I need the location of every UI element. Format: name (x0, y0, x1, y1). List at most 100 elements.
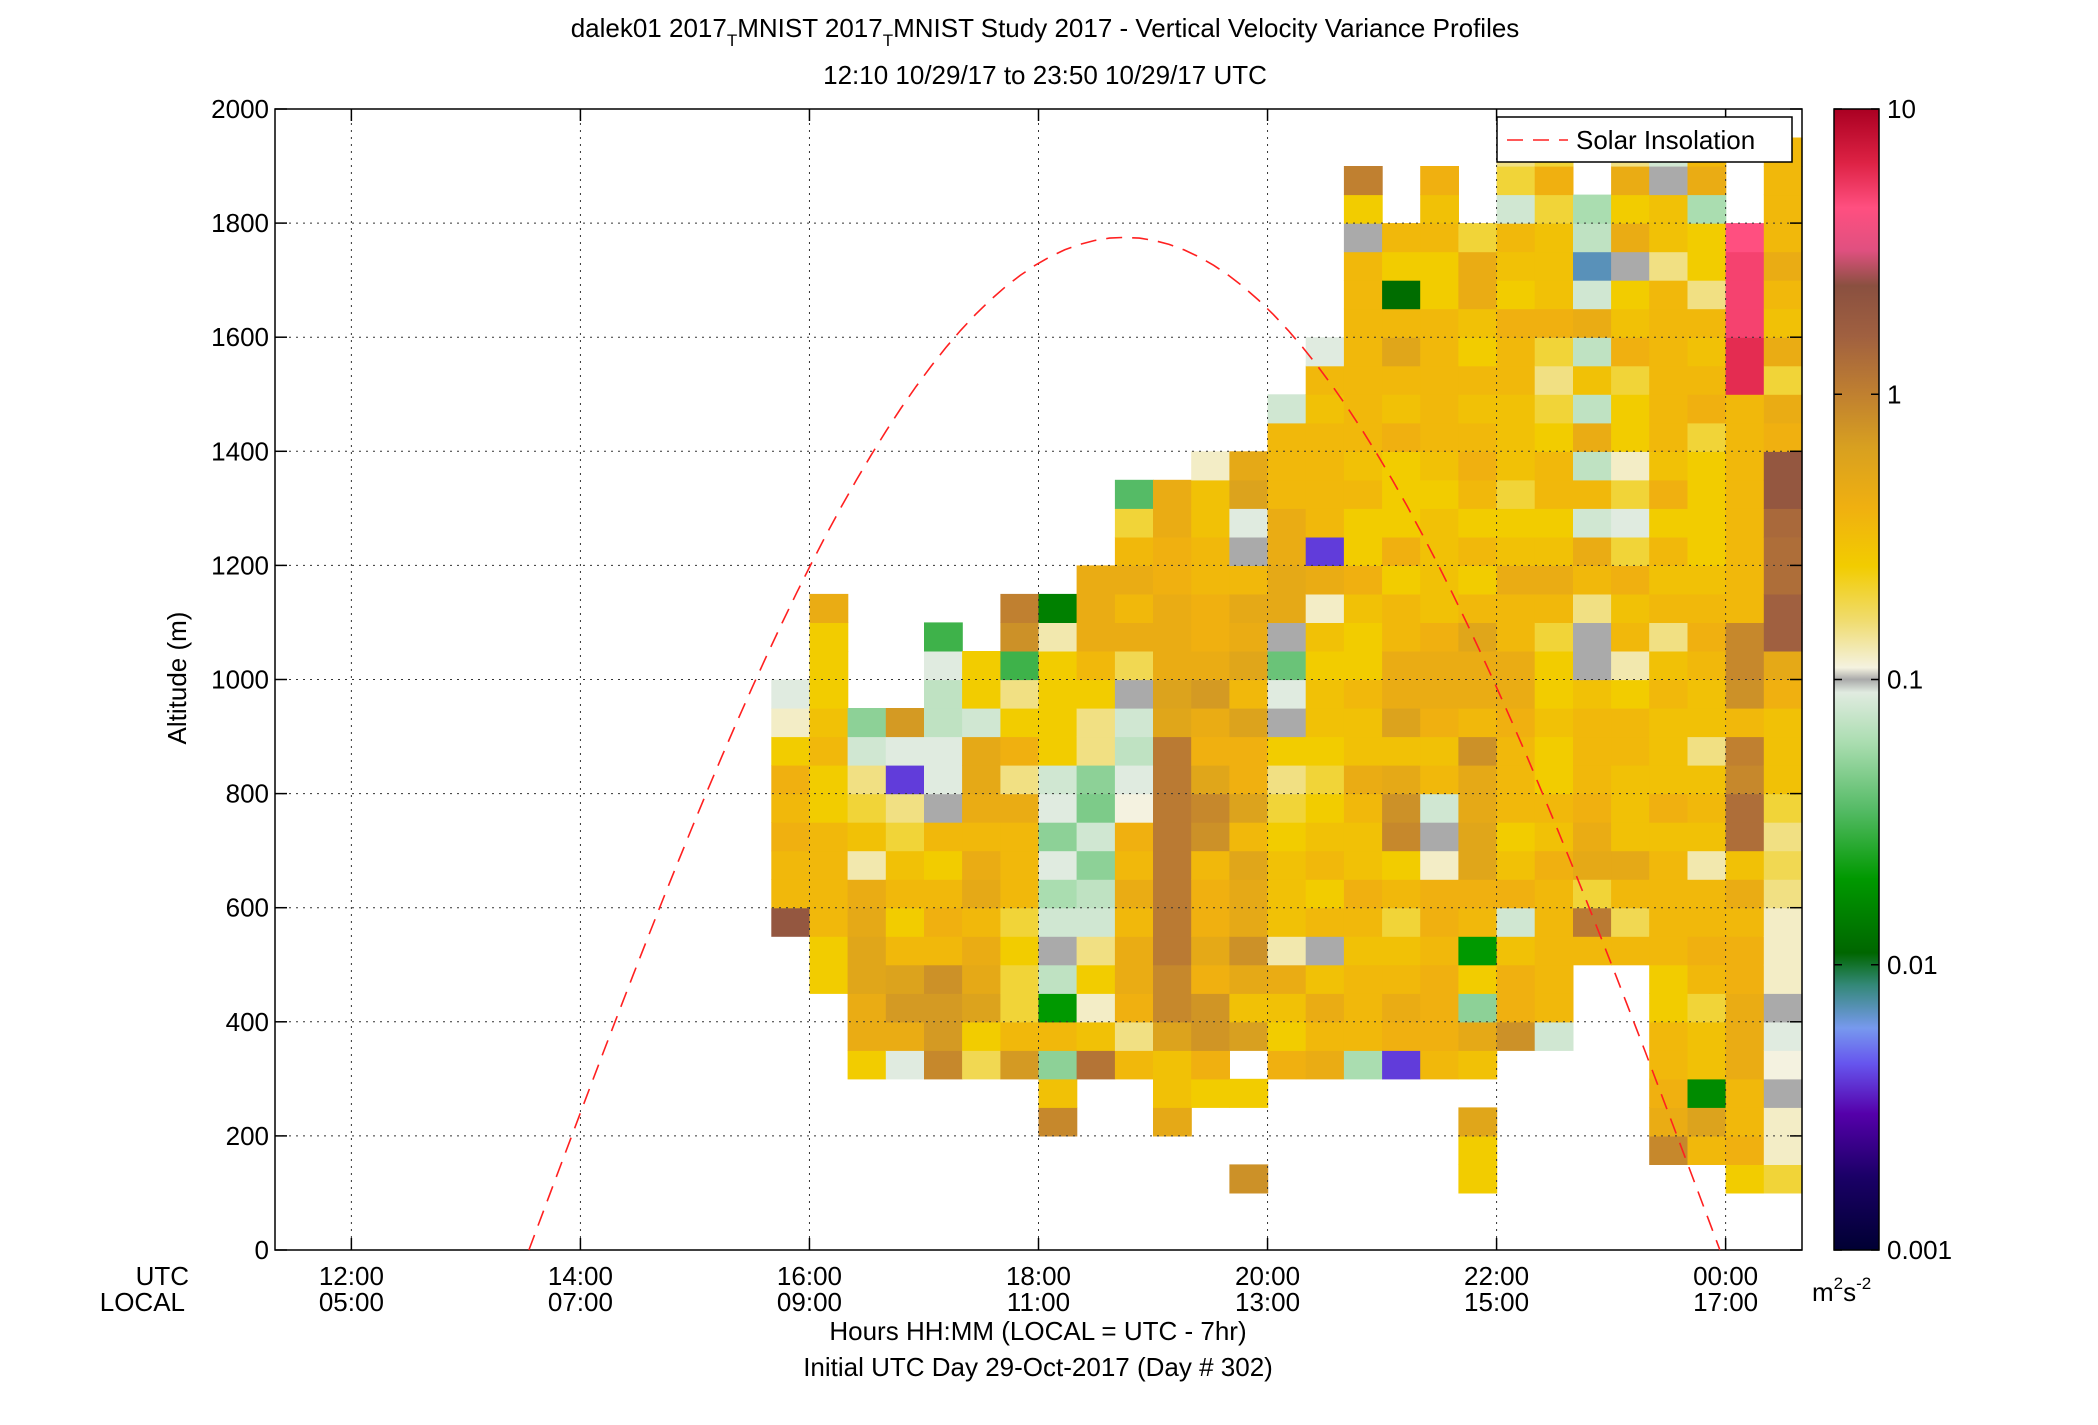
heatmap-cell (1725, 223, 1765, 253)
y-tick-label: 1400 (211, 436, 269, 466)
heatmap-cell (1343, 365, 1383, 395)
heatmap-cell (1305, 822, 1345, 852)
heatmap-cell (885, 1050, 925, 1080)
heatmap-cell (1496, 708, 1536, 738)
heatmap-cell (1038, 1021, 1078, 1051)
heatmap-cell (1000, 964, 1040, 994)
heatmap-cell (1153, 993, 1192, 1023)
heatmap-cell (1649, 1021, 1688, 1051)
heatmap-cell (885, 936, 925, 966)
y-tick-label: 2000 (211, 94, 269, 124)
heatmap-cell (1611, 422, 1650, 452)
heatmap-cell (885, 993, 925, 1023)
heatmap-cell (1496, 337, 1536, 367)
chart-title: dalek01 2017TMNIST 2017TMNIST Study 2017… (571, 13, 1520, 50)
heatmap-cell (1420, 508, 1459, 538)
heatmap-cell (1267, 451, 1307, 481)
heatmap-cell (1687, 308, 1727, 338)
solar-insolation-curve (528, 236, 1721, 1251)
heatmap-cell (1038, 793, 1078, 823)
heatmap-cell (1725, 651, 1765, 681)
heatmap-cell (1496, 223, 1536, 253)
heatmap-cell (1076, 879, 1116, 909)
heatmap-cell (1000, 593, 1040, 623)
heatmap-cell (1573, 708, 1612, 738)
y-tick-label: 200 (226, 1121, 269, 1151)
heatmap-cell (1458, 651, 1498, 681)
heatmap-cell (1687, 736, 1727, 766)
x-tick-label-utc: 12:00 (319, 1261, 384, 1291)
heatmap-cell (1649, 536, 1688, 566)
heatmap-cell (1191, 622, 1230, 652)
heatmap-cell (1267, 822, 1307, 852)
heatmap-cell (1114, 736, 1154, 766)
heatmap-cell (1611, 793, 1650, 823)
heatmap-cell (1420, 993, 1459, 1023)
heatmap-cell (1305, 736, 1345, 766)
heatmap-cell (1573, 622, 1612, 652)
heatmap-cell (1305, 451, 1345, 481)
heatmap-cell (1687, 422, 1727, 452)
heatmap-cell (1573, 765, 1612, 795)
heatmap-cell (924, 822, 963, 852)
heatmap-cell (1687, 508, 1727, 538)
heatmap-cell (1649, 166, 1688, 196)
heatmap-cell (1649, 679, 1688, 709)
heatmap-cell (1343, 280, 1383, 310)
heatmap-cell (771, 822, 811, 852)
heatmap-cell (1420, 337, 1459, 367)
heatmap-cell (1191, 1050, 1230, 1080)
heatmap-cell (1343, 1021, 1383, 1051)
heatmap-cell (1534, 907, 1574, 937)
heatmap-cell (1534, 679, 1574, 709)
heatmap-cell (1687, 337, 1727, 367)
heatmap-cell (1763, 1021, 1803, 1051)
heatmap-cell (1725, 679, 1765, 709)
heatmap-cell (1725, 365, 1765, 395)
heatmap-cell (924, 793, 963, 823)
heatmap-cell (1229, 993, 1269, 1023)
heatmap-cell (1687, 1107, 1727, 1137)
heatmap-cell (1687, 536, 1727, 566)
heatmap-cell (1763, 194, 1803, 224)
y-tick-label: 1800 (211, 208, 269, 238)
heatmap-cell (1496, 536, 1536, 566)
heatmap-cell (1420, 964, 1459, 994)
heatmap-cell (1573, 651, 1612, 681)
heatmap-cell (1496, 793, 1536, 823)
heatmap-cell (1305, 337, 1345, 367)
heatmap-cell (1687, 936, 1727, 966)
heatmap-cell (1343, 622, 1383, 652)
heatmap-cell (1229, 679, 1269, 709)
heatmap-cell (1382, 622, 1421, 652)
heatmap-cell (1343, 194, 1383, 224)
heatmap-cell (1573, 679, 1612, 709)
heatmap-cell (1687, 223, 1727, 253)
heatmap-cell (1496, 765, 1536, 795)
heatmap-cell (1382, 251, 1421, 281)
heatmap-cell (847, 793, 887, 823)
heatmap-cell (962, 651, 1001, 681)
heatmap-cell (1573, 793, 1612, 823)
heatmap-cell (1267, 536, 1307, 566)
heatmap-cell (1114, 907, 1154, 937)
heatmap-cell (1534, 166, 1574, 196)
heatmap-cell (1076, 1050, 1116, 1080)
heatmap-cell (1763, 765, 1803, 795)
heatmap-cell (1267, 879, 1307, 909)
heatmap-cell (1382, 308, 1421, 338)
heatmap-cell (1420, 822, 1459, 852)
heatmap-cell (1534, 736, 1574, 766)
heatmap-cell (1611, 536, 1650, 566)
heatmap-cell (1153, 1021, 1192, 1051)
heatmap-cell (1611, 565, 1650, 595)
heatmap-cell (1153, 736, 1192, 766)
heatmap-cell (1229, 1078, 1269, 1108)
y-tick-label: 1000 (211, 665, 269, 695)
heatmap-cell (809, 936, 849, 966)
heatmap-cell (1000, 793, 1040, 823)
y-tick-label: 600 (226, 893, 269, 923)
heatmap-cell (1496, 565, 1536, 595)
heatmap-cell (1305, 850, 1345, 880)
heatmap-cell (1420, 422, 1459, 452)
